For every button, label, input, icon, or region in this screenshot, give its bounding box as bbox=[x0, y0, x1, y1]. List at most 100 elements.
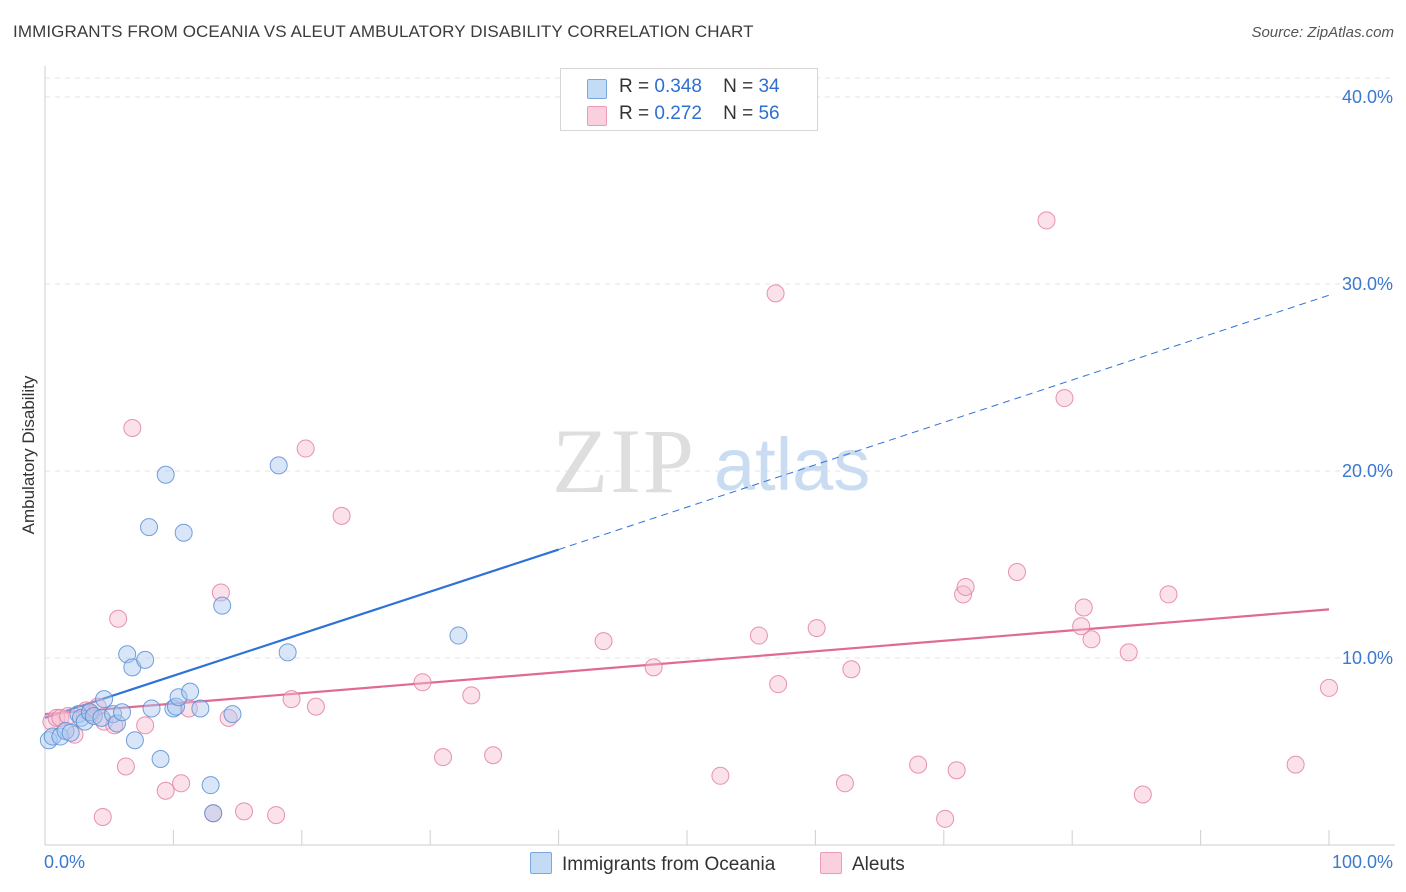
trend-lines bbox=[44, 294, 1330, 719]
point-aleuts bbox=[956, 577, 975, 596]
bottom-legend-label-oceania: Immigrants from Oceania bbox=[562, 854, 776, 875]
point-oceania bbox=[449, 626, 468, 645]
legend-swatch-aleuts bbox=[587, 106, 607, 126]
trend-line-aleuts bbox=[44, 608, 1330, 716]
point-aleuts bbox=[769, 675, 788, 694]
point-aleuts bbox=[936, 809, 955, 828]
trend-line-oceania-extension bbox=[558, 294, 1330, 551]
legend-n-label: N = bbox=[723, 103, 754, 124]
source-label: Source: ZipAtlas.com bbox=[1251, 24, 1394, 41]
point-aleuts bbox=[296, 439, 315, 458]
point-oceania bbox=[142, 699, 161, 718]
point-oceania bbox=[164, 699, 183, 718]
trend-line-oceania bbox=[44, 548, 559, 719]
point-aleuts bbox=[116, 757, 135, 776]
legend-r-value-aleuts: 0.272 bbox=[654, 103, 702, 124]
point-oceania bbox=[113, 703, 132, 722]
point-aleuts bbox=[594, 632, 613, 651]
point-aleuts bbox=[711, 766, 730, 785]
point-aleuts bbox=[267, 806, 286, 825]
point-aleuts bbox=[1082, 630, 1101, 649]
watermark-atlas: atlas bbox=[714, 423, 870, 506]
axes bbox=[44, 66, 1395, 846]
point-aleuts bbox=[306, 697, 325, 716]
point-aleuts bbox=[123, 418, 142, 437]
point-aleuts bbox=[1072, 617, 1091, 636]
point-oceania bbox=[51, 727, 70, 746]
legend-r-value-oceania: 0.348 bbox=[654, 76, 702, 97]
point-oceania bbox=[95, 690, 114, 709]
x-tick-label-max: 100.0% bbox=[1332, 852, 1393, 872]
point-aleuts bbox=[1133, 785, 1152, 804]
legend: R = 0.348 N = 34 R = 0.272 N = 56 bbox=[560, 68, 818, 131]
y-tick-label: 10.0% bbox=[1342, 648, 1393, 668]
point-aleuts bbox=[842, 660, 861, 679]
point-aleuts bbox=[156, 781, 175, 800]
point-oceania bbox=[174, 523, 193, 542]
point-oceania bbox=[156, 465, 175, 484]
point-oceania bbox=[223, 705, 242, 724]
point-oceania bbox=[140, 518, 159, 537]
y-tick-label: 20.0% bbox=[1342, 461, 1393, 481]
legend-n-label: N = bbox=[723, 76, 754, 97]
legend-swatch-oceania bbox=[587, 79, 607, 99]
point-aleuts bbox=[1037, 211, 1056, 230]
point-oceania bbox=[136, 650, 155, 669]
point-aleuts bbox=[835, 774, 854, 793]
point-aleuts bbox=[807, 619, 826, 638]
legend-r-label: R = bbox=[619, 103, 650, 124]
legend-n-value-oceania: 34 bbox=[758, 76, 780, 97]
x-tick-label-min: 0.0% bbox=[44, 852, 85, 872]
point-aleuts bbox=[954, 585, 973, 604]
point-oceania bbox=[213, 596, 232, 615]
point-oceania bbox=[84, 706, 103, 725]
bottom-legend-swatch-aleuts bbox=[820, 852, 842, 874]
point-aleuts bbox=[947, 761, 966, 780]
y-tick-label: 40.0% bbox=[1342, 87, 1393, 107]
point-aleuts bbox=[1055, 389, 1074, 408]
point-oceania bbox=[201, 776, 220, 795]
point-oceania bbox=[204, 804, 223, 823]
point-aleuts bbox=[413, 673, 432, 692]
point-aleuts bbox=[1074, 598, 1093, 617]
point-aleuts bbox=[909, 755, 928, 774]
point-aleuts bbox=[1286, 755, 1305, 774]
point-oceania bbox=[104, 705, 123, 724]
tick-labels: 10.0% 20.0% 30.0% 40.0% 0.0% 100.0% bbox=[44, 87, 1393, 872]
chart-title: IMMIGRANTS FROM OCEANIA VS ALEUT AMBULAT… bbox=[13, 22, 754, 41]
point-aleuts bbox=[1159, 585, 1178, 604]
point-aleuts bbox=[1007, 562, 1026, 581]
point-aleuts bbox=[766, 284, 785, 303]
data-points bbox=[39, 211, 1338, 828]
point-aleuts bbox=[47, 708, 66, 727]
point-oceania bbox=[278, 643, 297, 662]
point-aleuts bbox=[434, 748, 453, 767]
point-aleuts bbox=[211, 583, 230, 602]
point-oceania bbox=[169, 688, 188, 707]
point-oceania bbox=[181, 682, 200, 701]
legend-n-value-aleuts: 56 bbox=[758, 103, 780, 124]
point-aleuts bbox=[749, 626, 768, 645]
point-oceania bbox=[269, 456, 288, 475]
y-tick-label: 30.0% bbox=[1342, 274, 1393, 294]
bottom-legend-oceania: Immigrants from Oceania bbox=[530, 852, 775, 876]
legend-r-label: R = bbox=[619, 76, 650, 97]
point-oceania bbox=[191, 699, 210, 718]
watermark: ZIP atlas bbox=[552, 410, 870, 512]
point-oceania bbox=[107, 714, 126, 733]
point-aleuts bbox=[332, 506, 351, 525]
point-oceania bbox=[61, 723, 80, 742]
bottom-legend-aleuts: Aleuts bbox=[820, 852, 905, 876]
bottom-legend-label-aleuts: Aleuts bbox=[852, 854, 905, 875]
point-aleuts bbox=[462, 686, 481, 705]
point-aleuts bbox=[1320, 678, 1338, 697]
bottom-legend-swatch-oceania bbox=[530, 852, 552, 874]
point-aleuts bbox=[1119, 643, 1138, 662]
watermark-zip: ZIP bbox=[552, 410, 696, 512]
point-aleuts bbox=[484, 746, 503, 765]
point-aleuts bbox=[644, 658, 663, 677]
point-aleuts bbox=[172, 774, 191, 793]
point-oceania bbox=[75, 712, 94, 731]
point-aleuts bbox=[136, 716, 155, 735]
